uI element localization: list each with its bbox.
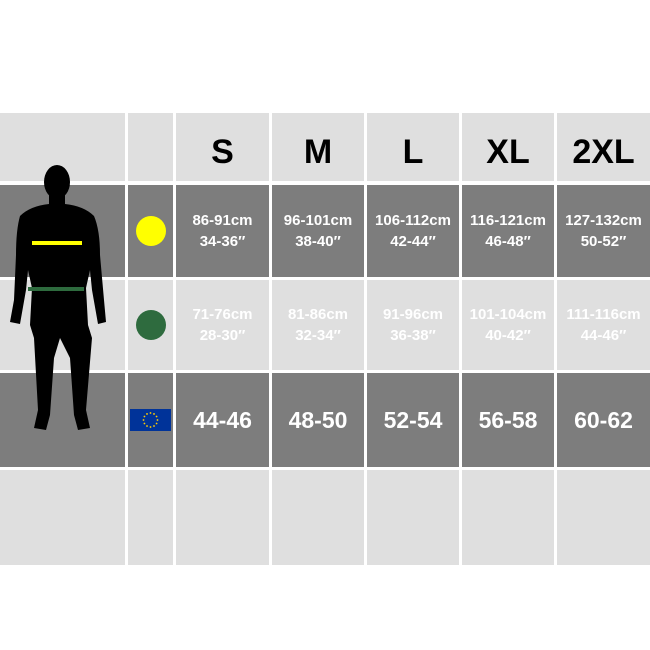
waist-inches: 44-46″ xyxy=(580,327,627,344)
empty-cell xyxy=(128,470,173,565)
chest-inches: 46-48″ xyxy=(485,233,531,250)
waist-cell xyxy=(128,280,173,370)
chest-cell: 106-112cm 42-44″ xyxy=(367,185,459,277)
waist-cm: 111-116cm xyxy=(566,306,641,323)
header-cell: XL xyxy=(462,113,554,181)
chest-inches: 34-36″ xyxy=(199,233,246,250)
chest-cell: 86-91cm 34-36″ xyxy=(176,185,269,277)
eu-cell: 52-54 xyxy=(367,373,459,467)
chest-cell: 127-132cm 50-52″ xyxy=(557,185,650,277)
size-label: S xyxy=(211,132,234,171)
empty-cell xyxy=(176,470,269,565)
chest-cm: 106-112cm xyxy=(375,212,451,229)
eu-cell: 60-62 xyxy=(557,373,650,467)
eu-size: 60-62 xyxy=(574,406,633,433)
waist-inches: 40-42″ xyxy=(485,327,531,344)
eu-flag-icon xyxy=(130,409,171,431)
empty-cell xyxy=(0,470,125,565)
waist-cell: 101-104cm 40-42″ xyxy=(462,280,554,370)
chest-line xyxy=(32,241,82,245)
size-label: 2XL xyxy=(572,132,635,171)
eu-size: 56-58 xyxy=(478,406,538,433)
waist-cell: 91-96cm 36-38″ xyxy=(367,280,459,370)
header-cell: L xyxy=(367,113,459,181)
waist-cell: 81-86cm 32-34″ xyxy=(272,280,364,370)
size-label: L xyxy=(402,132,424,171)
waist-line xyxy=(28,287,84,291)
empty-cell xyxy=(557,470,650,565)
size-label: XL xyxy=(486,132,530,171)
body-silhouette-icon xyxy=(10,165,106,430)
yellow-circle-icon xyxy=(135,216,166,246)
eu-cell xyxy=(128,373,173,467)
empty-cell xyxy=(367,470,459,565)
chest-cm: 86-91cm xyxy=(192,212,253,229)
eu-cell xyxy=(0,373,125,467)
empty-cell xyxy=(462,470,554,565)
waist-cm: 71-76cm xyxy=(192,306,253,323)
eu-size: 48-50 xyxy=(288,406,348,433)
waist-cm: 91-96cm xyxy=(382,306,444,323)
header-cell xyxy=(128,113,173,181)
waist-cell: 71-76cm 28-30″ xyxy=(176,280,269,370)
header-cell: S xyxy=(176,113,269,181)
waist-cm: 101-104cm xyxy=(469,306,547,323)
header-cell: 2XL xyxy=(557,113,650,181)
chest-cell xyxy=(128,185,173,277)
waist-inches: 36-38″ xyxy=(390,327,436,344)
eu-cell: 48-50 xyxy=(272,373,364,467)
chest-cell: 116-121cm 46-48″ xyxy=(462,185,554,277)
chest-cm: 116-121cm xyxy=(470,212,546,229)
chest-inches: 42-44″ xyxy=(390,233,436,250)
waist-inches: 32-34″ xyxy=(295,327,341,344)
waist-inches: 28-30″ xyxy=(199,327,246,344)
eu-cell: 56-58 xyxy=(462,373,554,467)
green-circle-icon xyxy=(135,310,166,340)
eu-size: 44-46 xyxy=(193,406,252,433)
chest-inches: 38-40″ xyxy=(295,233,341,250)
header-cell: M xyxy=(272,113,364,181)
chest-cm: 127-132cm xyxy=(565,212,642,229)
waist-cell: 111-116cm 44-46″ xyxy=(557,280,650,370)
chest-inches: 50-52″ xyxy=(580,233,627,250)
size-label: M xyxy=(303,132,333,171)
eu-size: 52-54 xyxy=(383,406,443,433)
chest-cell: 96-101cm 38-40″ xyxy=(272,185,364,277)
empty-cell xyxy=(272,470,364,565)
waist-cm: 81-86cm xyxy=(287,306,349,323)
eu-cell: 44-46 xyxy=(176,373,269,467)
chest-cm: 96-101cm xyxy=(283,212,353,229)
